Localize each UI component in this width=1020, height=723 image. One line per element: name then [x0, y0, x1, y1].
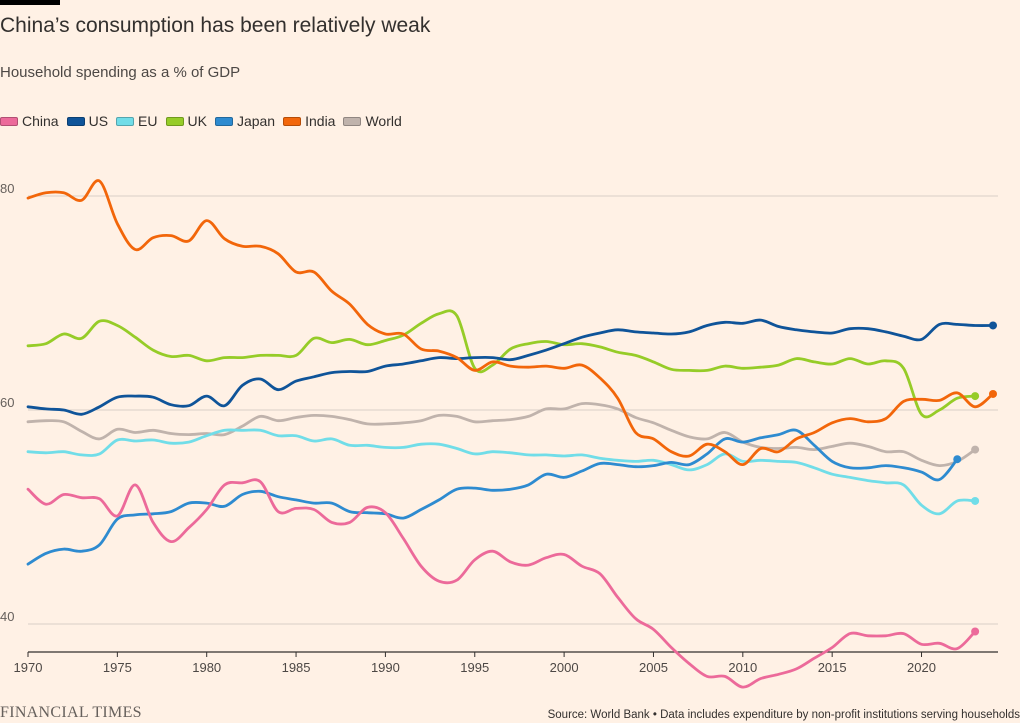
x-tick-label: 2015 — [818, 660, 847, 675]
x-tick-label: 2000 — [550, 660, 579, 675]
series-endpoint-india — [989, 389, 997, 398]
series-line-china — [26, 478, 977, 689]
series-endpoint-japan — [953, 455, 962, 464]
series-line-japan — [26, 428, 959, 566]
chart-title: China’s consumption has been relatively … — [0, 14, 431, 37]
legend-swatch — [66, 116, 85, 126]
y-tick-label: 40 — [0, 609, 14, 624]
x-tick-label: 1975 — [103, 660, 132, 675]
chart-subtitle: Household spending as a % of GDP — [0, 64, 241, 81]
legend-label: Japan — [236, 113, 276, 129]
series-endpoint-uk — [971, 392, 980, 401]
legend-item-china: China — [0, 113, 59, 129]
legend-item-eu: EU — [116, 113, 158, 129]
series-endpoint-world — [971, 445, 980, 454]
x-tick-label: 2005 — [639, 660, 668, 675]
legend-item-us: US — [66, 113, 109, 129]
legend-swatch — [283, 116, 302, 126]
legend-swatch — [214, 116, 233, 126]
y-tick-label: 80 — [0, 181, 14, 196]
legend-label: China — [22, 113, 59, 129]
series-endpoint-eu — [971, 496, 980, 505]
source-note: Source: World Bank • Data includes expen… — [547, 709, 1020, 721]
series-line-uk — [26, 309, 977, 419]
y-tick-label: 60 — [0, 395, 14, 410]
series-line-india — [26, 179, 995, 466]
x-tick-label: 1995 — [460, 660, 489, 675]
series-line-world — [26, 401, 977, 468]
x-tick-label: 2020 — [907, 660, 936, 675]
series-line-eu — [26, 428, 977, 516]
series-endpoint-us — [989, 321, 997, 330]
x-tick-label: 1970 — [14, 660, 43, 675]
legend-item-world: World — [343, 113, 402, 129]
legend-item-india: India — [283, 113, 335, 129]
legend-swatch — [343, 116, 362, 126]
legend-item-uk: UK — [165, 113, 207, 129]
x-tick-label: 2010 — [728, 660, 757, 675]
legend-label: World — [365, 113, 402, 129]
series-line-us — [26, 318, 995, 416]
legend-label: EU — [138, 113, 158, 129]
legend-label: US — [88, 113, 109, 129]
legend-swatch — [116, 116, 135, 126]
legend: China US EU UK Japan India World — [0, 113, 410, 129]
legend-label: India — [305, 113, 336, 129]
series-endpoint-china — [971, 627, 980, 636]
legend-swatch — [0, 116, 18, 126]
ft-logo: FINANCIAL TIMES — [0, 704, 142, 721]
legend-swatch — [165, 116, 184, 126]
legend-item-japan: Japan — [214, 113, 276, 129]
legend-label: UK — [187, 113, 207, 129]
x-tick-label: 1990 — [371, 660, 400, 675]
x-tick-label: 1985 — [282, 660, 311, 675]
x-tick-label: 1980 — [192, 660, 221, 675]
brand-bar — [0, 0, 60, 5]
